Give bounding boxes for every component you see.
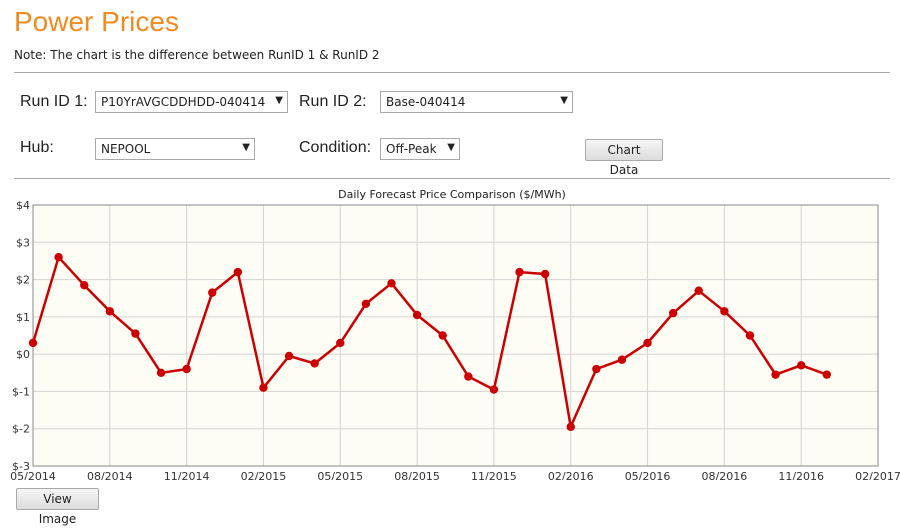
data-point bbox=[771, 370, 780, 379]
x-tick-label: 11/2016 bbox=[778, 470, 824, 480]
data-point bbox=[284, 351, 294, 361]
hub-label: Hub: bbox=[20, 139, 54, 156]
series-line bbox=[31, 255, 828, 429]
y-tick-label: $0 bbox=[16, 348, 30, 361]
data-point bbox=[438, 331, 447, 340]
x-tick-label: 11/2014 bbox=[164, 470, 210, 480]
plot-area bbox=[33, 205, 878, 466]
x-tick-label: 05/2015 bbox=[317, 470, 363, 480]
x-tick-label: 02/2016 bbox=[548, 470, 594, 480]
x-tick-label: 08/2014 bbox=[87, 470, 133, 480]
data-point bbox=[105, 307, 115, 316]
run-id-2-select[interactable]: Base-040414 ▼ bbox=[380, 91, 573, 113]
data-point bbox=[489, 385, 499, 394]
x-tick-label: 05/2014 bbox=[10, 470, 56, 480]
data-point bbox=[80, 280, 89, 290]
data-point bbox=[259, 383, 268, 392]
y-tick-label: $3 bbox=[16, 236, 30, 249]
chevron-down-icon: ▼ bbox=[447, 142, 455, 153]
run-id-1-value: P10YrAVGCDDHDD-040414 bbox=[101, 95, 266, 109]
data-point bbox=[668, 308, 678, 318]
x-tick-label: 11/2015 bbox=[471, 470, 517, 480]
data-point bbox=[643, 338, 652, 348]
data-point bbox=[515, 267, 524, 277]
plot-border bbox=[32, 204, 879, 467]
chart-title: Daily Forecast Price Comparison ($/MWh) bbox=[338, 188, 566, 201]
view-image-button[interactable]: View Image bbox=[16, 488, 99, 526]
hub-select[interactable]: NEPOOL ▼ bbox=[95, 138, 255, 160]
data-point bbox=[822, 370, 831, 379]
data-point bbox=[54, 253, 63, 262]
data-point bbox=[131, 329, 140, 338]
chart-note: Note: The chart is the difference betwee… bbox=[14, 48, 380, 62]
y-tick-label: $1 bbox=[16, 311, 30, 324]
run-id-2-label: Run ID 2: bbox=[299, 93, 367, 110]
data-point bbox=[720, 307, 729, 316]
x-tick-label: 08/2016 bbox=[702, 470, 748, 480]
y-tick-label: $-1 bbox=[12, 385, 30, 398]
page-title: Power Prices bbox=[14, 6, 179, 37]
hub-value: NEPOOL bbox=[101, 142, 151, 156]
y-tick-label: $4 bbox=[16, 199, 30, 212]
chevron-down-icon: ▼ bbox=[242, 142, 250, 153]
data-point bbox=[387, 279, 396, 288]
data-point bbox=[540, 269, 550, 279]
y-tick-label: $-3 bbox=[12, 460, 30, 473]
x-tick-label: 05/2016 bbox=[625, 470, 671, 480]
data-point bbox=[464, 372, 473, 381]
price-comparison-chart: Daily Forecast Price Comparison ($/MWh) … bbox=[10, 188, 900, 480]
y-tick-label: $-2 bbox=[12, 423, 30, 436]
run-id-1-select[interactable]: P10YrAVGCDDHDD-040414 ▼ bbox=[95, 91, 288, 113]
y-tick-label: $2 bbox=[16, 274, 30, 287]
data-point bbox=[310, 359, 319, 368]
run-id-1-label: Run ID 1: bbox=[20, 93, 88, 110]
data-point bbox=[592, 364, 601, 374]
data-point bbox=[182, 364, 191, 374]
data-point bbox=[566, 422, 575, 432]
x-tick-label: 08/2015 bbox=[394, 470, 440, 480]
x-tick-label: 02/2015 bbox=[241, 470, 287, 480]
data-point bbox=[745, 331, 755, 340]
divider-top bbox=[14, 72, 890, 73]
divider-bottom bbox=[14, 178, 890, 179]
x-tick-label: 02/2017 bbox=[855, 470, 900, 480]
data-point bbox=[233, 267, 243, 277]
chevron-down-icon: ▼ bbox=[275, 95, 283, 106]
data-point bbox=[796, 361, 806, 370]
data-point bbox=[336, 338, 345, 348]
condition-select[interactable]: Off-Peak ▼ bbox=[380, 138, 460, 160]
run-id-2-value: Base-040414 bbox=[386, 95, 466, 109]
chart-data-button[interactable]: Chart Data bbox=[585, 139, 663, 177]
data-point bbox=[156, 368, 166, 377]
chevron-down-icon: ▼ bbox=[560, 95, 568, 106]
data-point bbox=[28, 338, 38, 348]
condition-value: Off-Peak bbox=[386, 142, 437, 156]
data-point bbox=[208, 288, 217, 297]
data-point bbox=[617, 355, 627, 364]
condition-label: Condition: bbox=[299, 139, 372, 156]
data-point bbox=[361, 299, 371, 309]
data-point bbox=[694, 286, 703, 295]
data-point bbox=[412, 310, 422, 320]
